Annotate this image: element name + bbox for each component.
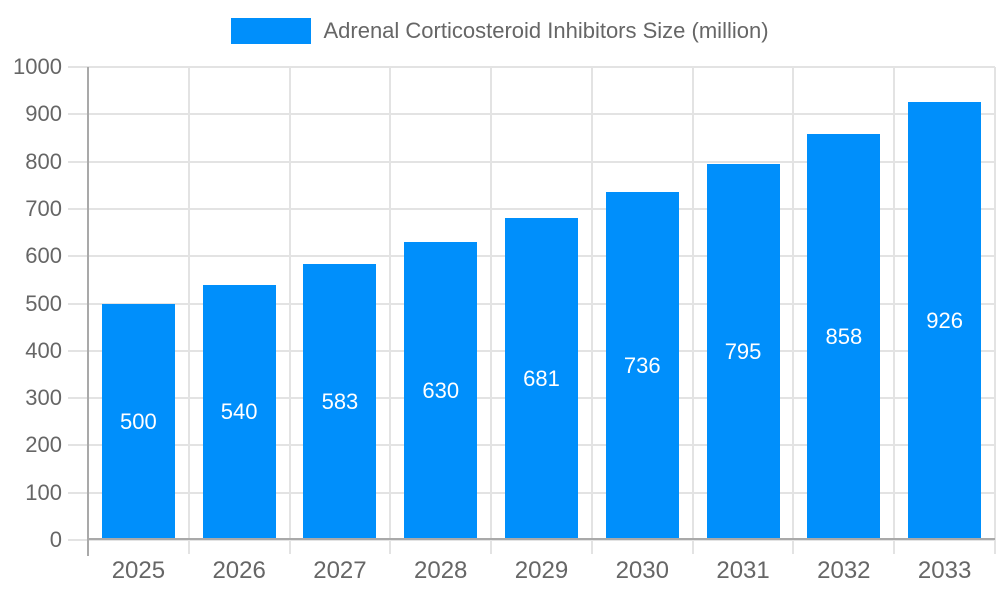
y-axis-line xyxy=(87,67,89,556)
x-axis-tick-label: 2030 xyxy=(615,557,669,584)
bar-value-label: 795 xyxy=(724,338,762,364)
y-axis-tick-label: 700 xyxy=(25,195,62,221)
bar-2027[interactable]: 583 xyxy=(303,264,377,540)
chart-legend[interactable]: Adrenal Corticosteroid Inhibitors Size (… xyxy=(0,17,1000,45)
bar-2032[interactable]: 858 xyxy=(807,134,881,540)
bar-2033[interactable]: 926 xyxy=(908,102,982,540)
x-axis-tick-label: 2033 xyxy=(917,557,972,584)
x-gridline xyxy=(893,67,896,554)
y-axis-tick-label: 100 xyxy=(25,479,62,505)
bar-2026[interactable]: 540 xyxy=(202,284,276,540)
y-gridline xyxy=(68,539,995,541)
legend-color-marker xyxy=(231,18,312,44)
y-gridline xyxy=(68,160,995,163)
y-gridline xyxy=(68,207,995,210)
bar-value-label: 858 xyxy=(825,324,863,350)
bar-2030[interactable]: 736 xyxy=(605,191,679,540)
x-axis-line xyxy=(88,538,995,540)
x-gridline xyxy=(590,67,593,554)
y-axis-tick-label: 400 xyxy=(25,337,62,363)
y-axis-tick-label: 600 xyxy=(25,243,62,269)
bar-value-label: 540 xyxy=(220,399,258,425)
x-axis-tick-label: 2026 xyxy=(212,557,266,584)
x-gridline xyxy=(389,67,392,554)
y-axis-tick-label: 900 xyxy=(25,101,62,127)
y-gridline xyxy=(68,66,995,68)
y-axis-tick-label: 200 xyxy=(25,432,62,458)
bar-value-label: 583 xyxy=(321,389,359,415)
bar-value-label: 630 xyxy=(422,377,460,403)
x-gridline xyxy=(288,67,291,554)
x-gridline xyxy=(187,67,190,554)
bar-2025[interactable]: 500 xyxy=(101,303,175,540)
x-axis-tick-label: 2031 xyxy=(716,557,770,584)
bar-2029[interactable]: 681 xyxy=(505,217,578,540)
y-axis-tick-label: 500 xyxy=(25,290,62,316)
x-gridline xyxy=(691,67,694,554)
x-axis-tick-label: 2029 xyxy=(514,557,569,584)
y-axis-tick-label: 1000 xyxy=(13,54,62,79)
bar-2028[interactable]: 630 xyxy=(404,242,478,540)
x-gridline xyxy=(994,67,996,554)
bar-value-label: 736 xyxy=(623,352,661,378)
bar-value-label: 681 xyxy=(523,365,560,391)
x-axis-tick-label: 2032 xyxy=(817,557,871,584)
bar-2031[interactable]: 795 xyxy=(706,163,780,540)
x-axis-tick-label: 2028 xyxy=(414,557,468,584)
x-gridline xyxy=(792,67,795,554)
bar-value-label: 926 xyxy=(926,307,963,333)
y-axis-tick-label: 0 xyxy=(49,527,62,552)
y-gridline xyxy=(68,113,995,116)
x-axis-tick-label: 2027 xyxy=(313,557,367,584)
x-axis-tick-label: 2025 xyxy=(111,557,166,584)
bar-value-label: 500 xyxy=(120,408,157,434)
legend-label: Adrenal Corticosteroid Inhibitors Size (… xyxy=(323,18,769,43)
x-gridline xyxy=(490,67,493,554)
y-axis-tick-label: 800 xyxy=(25,148,62,174)
y-axis-tick-label: 300 xyxy=(25,385,62,411)
